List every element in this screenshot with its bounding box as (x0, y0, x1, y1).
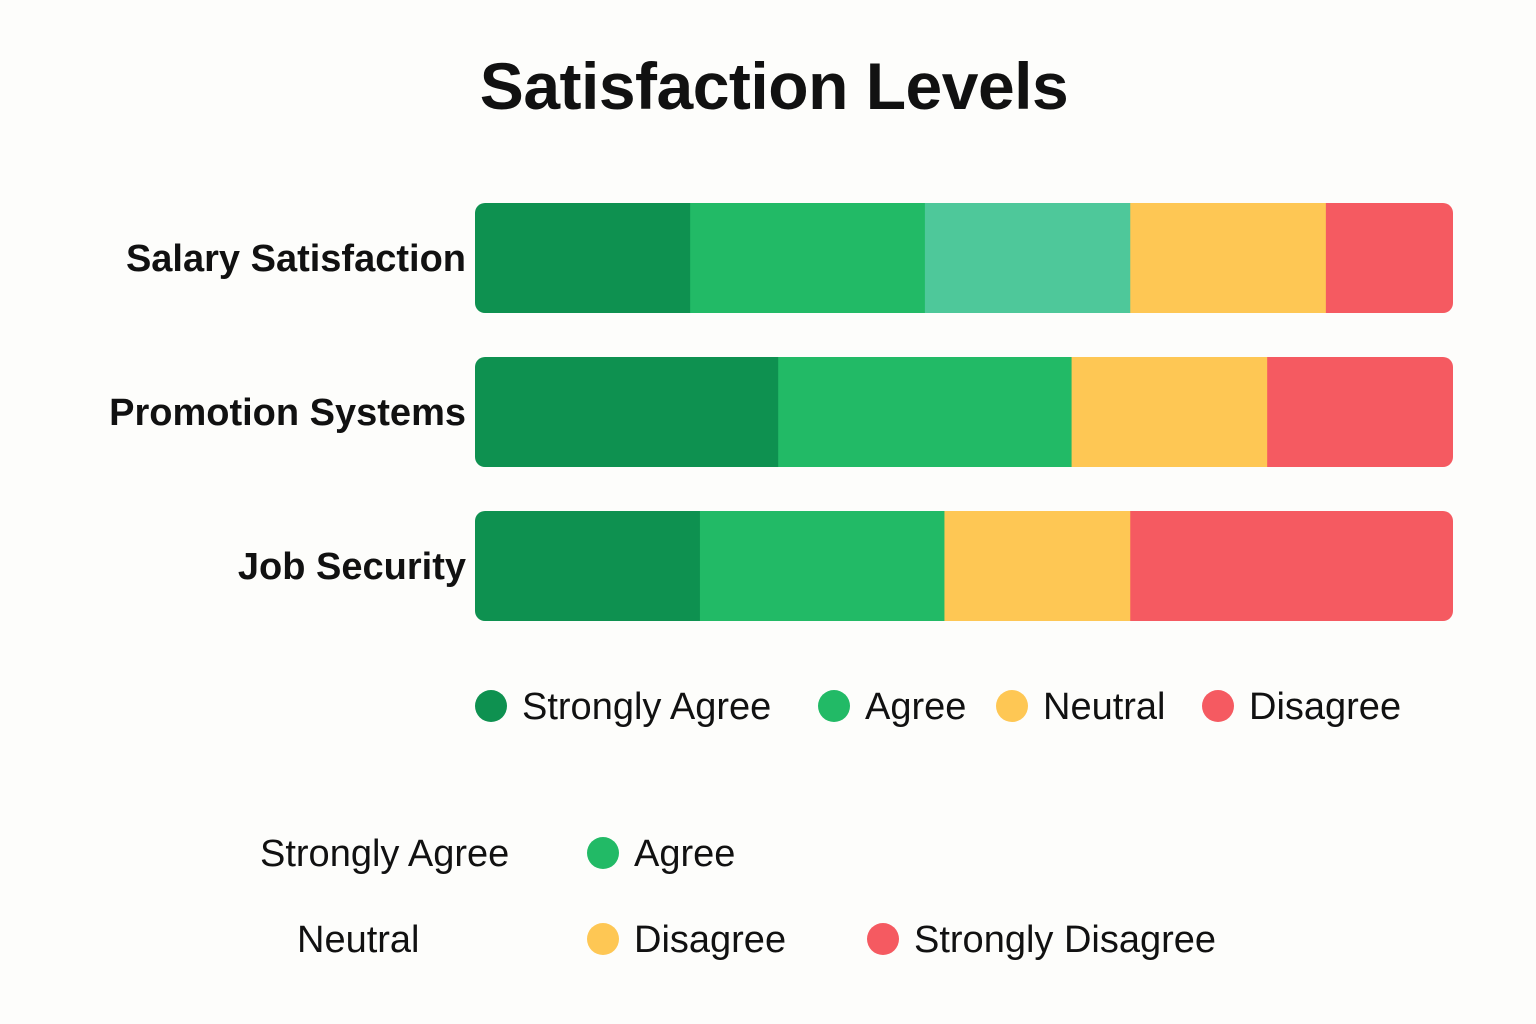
bar-segment-job-security-strongly-agree (475, 511, 701, 621)
bar-segment-promotion-systems-neutral (1071, 357, 1268, 467)
legend-label: Strongly Agree (260, 833, 509, 875)
bar-segment-salary-satisfaction-strongly-agree (475, 203, 691, 313)
bar-row-salary-satisfaction (475, 203, 1453, 313)
secondary-legend-item-disagree: Disagree (587, 919, 786, 961)
bar-segment-promotion-systems-agree (778, 357, 1073, 467)
secondary-legend-item-neutral: Neutral (297, 919, 420, 961)
chart-title: Satisfaction Levels (479, 49, 1069, 123)
secondary-legend-item-strongly-disagree: Strongly Disagree (867, 919, 1216, 961)
secondary-legend-item-agree: Agree (587, 833, 735, 875)
legend-swatch (587, 837, 619, 869)
legend-label: Agree (865, 686, 966, 728)
bar-row-job-security (475, 511, 1453, 621)
bar-segment-salary-satisfaction-disagree (1325, 203, 1453, 313)
legend-label: Neutral (297, 919, 420, 961)
category-labels: Salary Satisfaction Promotion Systems Job … (109, 238, 466, 588)
legend-label: Strongly Disagree (914, 919, 1216, 961)
secondary-legend: Strongly Agree Agree Neutral Disagree Strong… (260, 833, 1216, 961)
bar-segment-promotion-systems-disagree (1267, 357, 1453, 467)
bar-segment-job-security-neutral (944, 511, 1131, 621)
legend-swatch (818, 690, 850, 722)
legend-label: Disagree (634, 919, 786, 961)
bar-segment-promotion-systems-strongly-agree (475, 357, 779, 467)
legend-label: Strongly Agree (522, 686, 771, 728)
legend: Strongly Agree Agree Neutral Disagree (475, 686, 1401, 728)
bar-segment-salary-satisfaction-series-2 (924, 203, 1131, 313)
bars-layer (475, 203, 1453, 621)
legend-label: Disagree (1249, 686, 1401, 728)
legend-swatch (587, 923, 619, 955)
secondary-legend-item-strongly-agree: Strongly Agree (260, 833, 509, 875)
legend-label: Agree (634, 833, 735, 875)
legend-item-agree: Agree (818, 686, 966, 728)
bar-segment-salary-satisfaction-agree (690, 203, 926, 313)
legend-label: Neutral (1043, 686, 1166, 728)
category-label-promotion-systems: Promotion Systems (109, 392, 466, 434)
legend-swatch (1202, 690, 1234, 722)
legend-item-disagree: Disagree (1202, 686, 1401, 728)
bar-segment-job-security-agree (699, 511, 945, 621)
bar-row-promotion-systems (475, 357, 1453, 467)
legend-swatch (996, 690, 1028, 722)
bar-segment-job-security-disagree (1130, 511, 1453, 621)
legend-swatch (475, 690, 507, 722)
category-label-job-security: Job Security (238, 546, 466, 588)
bar-segment-salary-satisfaction-neutral (1130, 203, 1327, 313)
legend-item-neutral: Neutral (996, 686, 1166, 728)
legend-swatch (867, 923, 899, 955)
category-label-salary-satisfaction: Salary Satisfaction (126, 238, 466, 280)
legend-item-strongly-agree: Strongly Agree (475, 686, 771, 728)
